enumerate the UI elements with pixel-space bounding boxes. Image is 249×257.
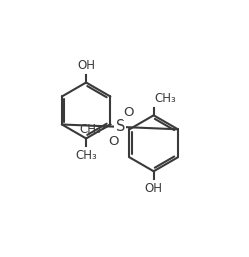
Text: OH: OH xyxy=(77,59,95,72)
Text: CH₃: CH₃ xyxy=(75,149,97,161)
Text: O: O xyxy=(124,106,134,119)
Text: S: S xyxy=(116,120,125,134)
Text: CH₃: CH₃ xyxy=(79,123,101,136)
Text: O: O xyxy=(108,135,119,148)
Text: CH₃: CH₃ xyxy=(155,92,176,105)
Text: OH: OH xyxy=(145,182,163,195)
